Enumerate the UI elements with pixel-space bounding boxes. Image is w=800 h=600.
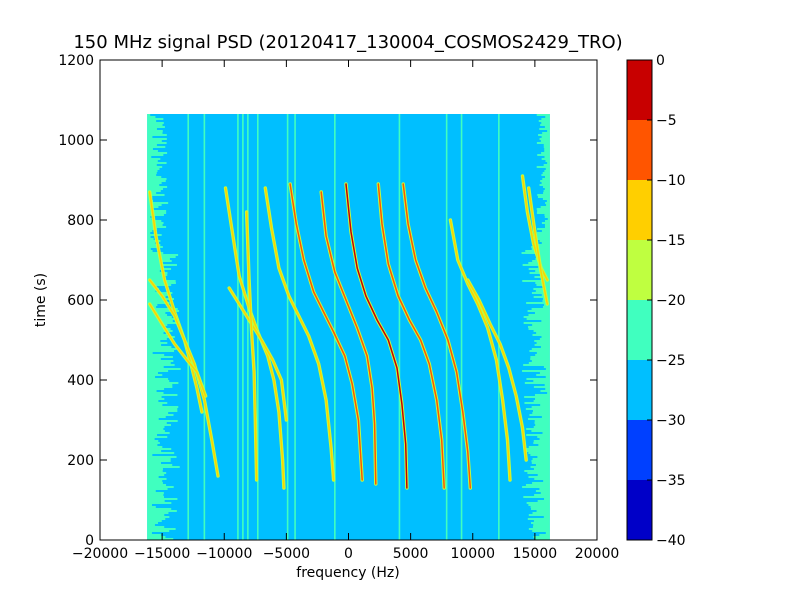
y-axis-label: time (s)	[33, 273, 49, 327]
colorbar-tick-label-8: −40	[656, 533, 686, 549]
signal-track-2	[148, 303, 207, 397]
signal-track-9	[320, 191, 377, 485]
signal-track-11	[402, 183, 472, 489]
x-tick-label-8: 20000	[575, 546, 620, 562]
y-tick-label-2: 400	[67, 373, 94, 389]
x-tick-label-7: 15000	[513, 546, 558, 562]
x-tick-label-6: 10000	[450, 546, 495, 562]
colorbar-tick-label-1: −5	[656, 113, 677, 129]
y-tick-label-3: 600	[67, 293, 94, 309]
colorbar-tick-label-0: 0	[656, 53, 665, 69]
x-tick-label-2: −10000	[196, 546, 252, 562]
colorbar-tick-label-4: −20	[656, 293, 686, 309]
y-tick-label-1: 200	[67, 453, 94, 469]
colorbar-band-1	[627, 420, 652, 480]
colorbar-band-3	[627, 300, 652, 360]
x-tick-label-1: −15000	[134, 546, 190, 562]
x-axis: −20000 −15000 −10000 −5000 0 5000 10000 15000 20…	[72, 60, 619, 562]
x-axis-label: frequency (Hz)	[296, 565, 399, 581]
y-tick-label-6: 1200	[58, 53, 94, 69]
y-tick-label-5: 1000	[58, 133, 94, 149]
x-tick-label-4: 0	[344, 546, 353, 562]
signal-track-6	[264, 187, 335, 481]
colorbar-band-5	[627, 180, 652, 240]
colorbar-tick-label-3: −15	[656, 233, 686, 249]
x-tick-label-3: −5000	[263, 546, 310, 562]
chart-title: 150 MHz signal PSD (20120417_130004_COSM…	[73, 32, 622, 53]
signal-track-8	[345, 183, 408, 489]
signal-track-10	[377, 183, 445, 489]
signal-track-13	[467, 279, 527, 461]
colorbar-band-0	[627, 480, 652, 540]
signal-track-15	[527, 187, 549, 305]
x-tick-label-0: −20000	[72, 546, 128, 562]
signal-track-1	[148, 279, 219, 477]
colorbar-band-2	[627, 360, 652, 420]
y-tick-label-4: 800	[67, 213, 94, 229]
colorbar-tick-label-6: −30	[656, 413, 686, 429]
y-axis: 0 200 400 600 800 1000 1200	[58, 53, 597, 549]
edge-noise	[147, 114, 550, 540]
colorbar-band-7	[627, 60, 652, 120]
colorbar-tick-label-5: −25	[656, 353, 686, 369]
x-tick-label-5: 5000	[393, 546, 429, 562]
signal-track-7	[289, 183, 363, 481]
heatmap-image	[147, 114, 550, 540]
colorbar-band-6	[627, 120, 652, 180]
signal-track-5	[245, 211, 258, 481]
colorbar: 0 −5 −10 −15 −20 −25 −30 −35 −40	[626, 53, 686, 549]
colorbar-tick-label-7: −35	[656, 473, 686, 489]
y-tick-label-0: 0	[85, 533, 94, 549]
colorbar-tick-label-2: −10	[656, 173, 686, 189]
colorbar-band-4	[627, 240, 652, 300]
signal-track-4	[228, 287, 288, 421]
signal-track-12	[449, 219, 511, 481]
signal-track-14	[521, 175, 549, 281]
heatmap-background	[147, 114, 550, 540]
